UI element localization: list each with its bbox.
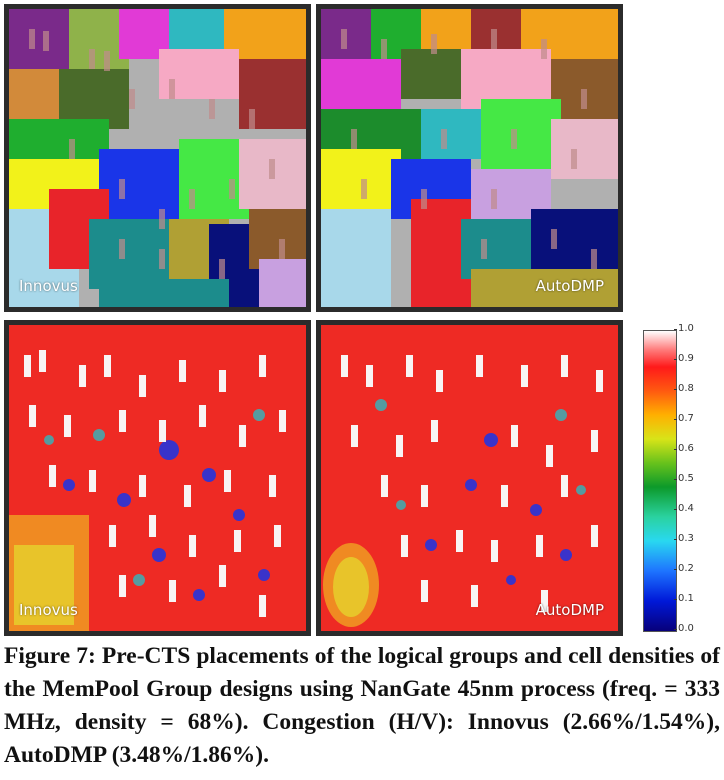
colorbar-tick-label: 0.4	[678, 503, 694, 514]
autodmp-groups-label: AutoDMP	[536, 277, 604, 295]
figure-caption: Figure 7: Pre-CTS placements of the logi…	[4, 640, 720, 772]
innovus-density-panel: Innovus	[4, 320, 311, 636]
innovus-groups-label: Innovus	[19, 277, 78, 295]
innovus-groups-map	[9, 9, 306, 307]
colorbar-tick-label: 0.5	[678, 473, 694, 484]
colorbar-tick-label: 0.6	[678, 443, 694, 454]
innovus-groups-panel: Innovus	[4, 4, 311, 312]
colorbar-tick-label: 0.1	[678, 593, 694, 604]
autodmp-density-panel: AutoDMP	[316, 320, 623, 636]
density-colorbar	[643, 330, 677, 632]
colorbar-tick-label: 0.0	[678, 623, 694, 634]
colorbar-tick-label: 0.8	[678, 383, 694, 394]
autodmp-density-map	[321, 325, 618, 631]
colorbar-tick-label: 1.0	[678, 323, 694, 334]
autodmp-groups-map	[321, 9, 618, 307]
autodmp-density-label: AutoDMP	[536, 601, 604, 619]
innovus-density-map	[9, 325, 306, 631]
colorbar-tick-label: 0.2	[678, 563, 694, 574]
colorbar-tick-label: 0.7	[678, 413, 694, 424]
colorbar-tick-label: 0.9	[678, 353, 694, 364]
autodmp-groups-panel: AutoDMP	[316, 4, 623, 312]
colorbar-tick-label: 0.3	[678, 533, 694, 544]
innovus-density-label: Innovus	[19, 601, 78, 619]
